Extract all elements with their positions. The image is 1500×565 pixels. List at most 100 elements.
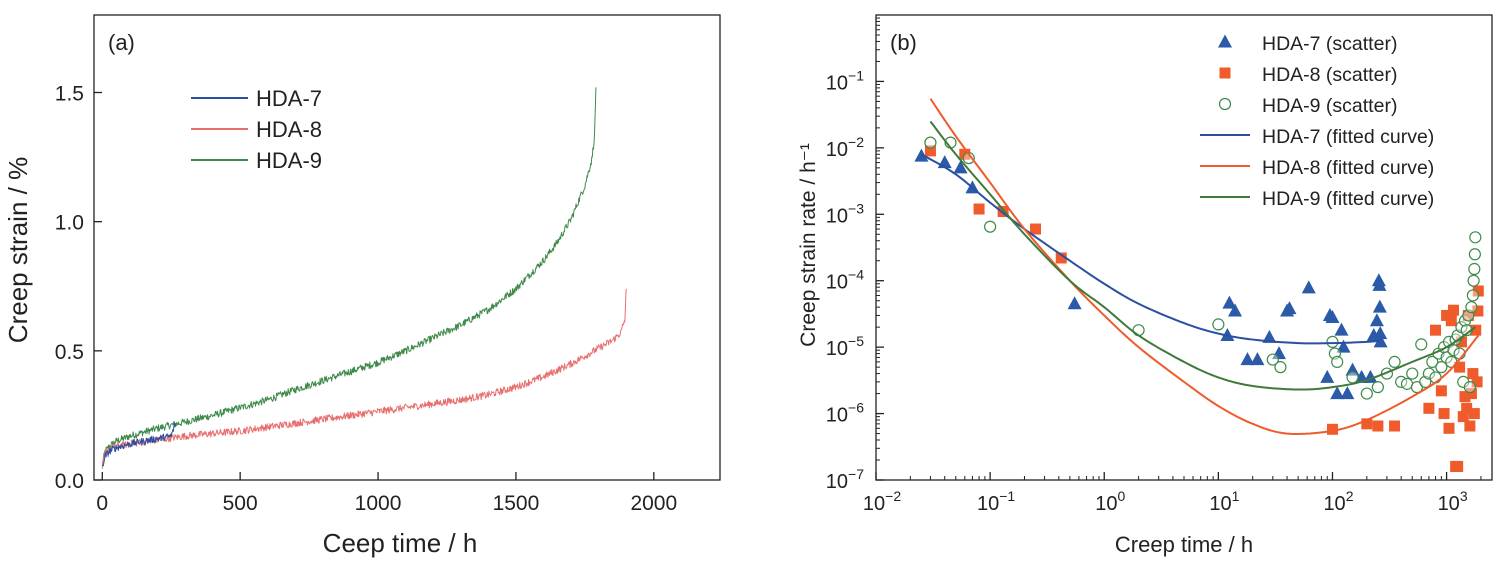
a-xtick-label: 1000	[355, 492, 402, 515]
b-point-hda-9	[1371, 381, 1384, 394]
b-point-hda-8	[1455, 336, 1467, 348]
b-fit-hda-9	[929, 120, 1477, 391]
b-point-hda-9	[1400, 377, 1414, 390]
b-point-hda-8	[1465, 388, 1477, 400]
b-point-hda-8	[1361, 418, 1373, 430]
b-point-hda-8	[1452, 460, 1464, 472]
panel-a-ylabel: Creep strain / %	[3, 157, 33, 343]
b-point-hda-7	[1272, 346, 1287, 360]
b-xtick-label: 102	[1323, 488, 1353, 515]
b-legend-label: HDA-7 (fitted curve)	[1262, 126, 1434, 148]
b-point-hda-9	[1435, 361, 1448, 374]
b-point-hda-9	[1326, 335, 1339, 348]
b-fit-hda-8	[929, 98, 1480, 435]
b-xtick-label: 100	[1095, 488, 1125, 515]
b-point-hda-8	[1459, 391, 1471, 403]
b-point-hda-8	[1389, 420, 1401, 432]
b-legend-label: HDA-9 (scatter)	[1262, 95, 1397, 117]
b-point-hda-8	[1423, 402, 1435, 414]
b-point-hda-9	[1346, 371, 1359, 384]
b-legend-swatch	[1219, 67, 1231, 79]
b-fit-hda-7	[920, 153, 1381, 345]
b-legend-label: HDA-9 (fitted curve)	[1262, 188, 1434, 210]
b-point-hda-8	[1472, 305, 1484, 317]
b-xtick-label: 10−2	[863, 488, 901, 515]
b-point-hda-7	[1262, 329, 1277, 343]
b-point-hda-9	[984, 220, 997, 233]
b-point-hda-9	[1360, 387, 1373, 400]
b-point-hda-8	[1430, 324, 1442, 336]
b-point-hda-7	[1301, 280, 1316, 294]
b-point-hda-9	[1406, 367, 1419, 380]
b-xtick-label: 101	[1209, 488, 1239, 515]
b-point-hda-7	[1240, 352, 1255, 366]
a-series-line-hda-7	[101, 422, 176, 467]
b-point-hda-8	[1445, 315, 1457, 327]
b-xtick-label: 103	[1438, 488, 1468, 515]
panel-a-legend: HDA-7 HDA-8 HDA-9	[191, 86, 322, 173]
panel-a-series	[101, 87, 627, 469]
b-point-hda-8	[1326, 423, 1338, 435]
b-point-hda-9	[1266, 353, 1279, 366]
b-ytick-label: 10−1	[826, 67, 864, 94]
b-point-hda-7	[1372, 277, 1387, 291]
b-point-hda-8	[924, 145, 936, 157]
b-point-hda-7	[1373, 326, 1388, 340]
b-point-hda-8	[973, 203, 985, 215]
b-point-hda-8	[1448, 304, 1460, 316]
b-ytick-label: 10−4	[826, 267, 864, 294]
b-point-hda-9	[1422, 367, 1436, 380]
a-xtick-label: 0	[96, 492, 108, 515]
b-point-hda-8	[1470, 324, 1482, 336]
b-ytick-label: 10−7	[826, 466, 864, 493]
b-legend-label: HDA-7 (scatter)	[1262, 33, 1397, 55]
b-point-hda-8	[1464, 420, 1476, 432]
b-point-hda-8	[1462, 309, 1474, 321]
b-point-hda-9	[1465, 301, 1478, 314]
b-point-hda-7	[1334, 322, 1349, 336]
b-point-hda-7	[1345, 362, 1360, 376]
b-point-hda-9	[1463, 381, 1476, 394]
b-point-hda-9	[1440, 351, 1453, 364]
b-point-hda-8	[1471, 376, 1483, 388]
a-series-line-hda-9	[102, 87, 597, 464]
b-point-hda-9	[1212, 318, 1225, 331]
b-point-hda-7	[953, 160, 968, 174]
panel-b-label: (b)	[890, 30, 917, 55]
b-point-hda-7	[1220, 327, 1235, 341]
b-point-hda-9	[1468, 248, 1481, 261]
panel-b-ticks: 10−2 10−1 100 101 102 103 10−7 10−6 10−5 10−4 10−3…	[826, 17, 1482, 515]
panel-b: 10−2 10−1 100 101 102 103 10−7 10−6 10−5 10−4 10−3…	[797, 14, 1493, 557]
panel-b-series	[914, 98, 1484, 472]
a-series-line-hda-8	[101, 288, 627, 469]
a-ytick-label: 1.0	[55, 212, 84, 235]
b-point-hda-7	[1228, 303, 1243, 317]
b-ytick-label: 10−5	[826, 333, 864, 360]
b-ytick-label: 10−2	[826, 134, 864, 161]
panel-a-xlabel: Ceep time / h	[323, 528, 478, 558]
b-point-hda-9	[1132, 324, 1145, 337]
b-legend-label: HDA-8 (fitted curve)	[1262, 157, 1434, 179]
a-xtick-label: 500	[223, 492, 258, 515]
b-legend-swatch	[1218, 97, 1232, 111]
b-point-hda-8	[1435, 385, 1447, 397]
b-point-hda-7	[1369, 313, 1384, 327]
a-ytick-label: 0.0	[55, 470, 84, 493]
b-point-hda-7	[1325, 309, 1340, 323]
b-point-hda-8	[1461, 402, 1473, 414]
panel-a-ticks: 0 500 1000 1500 2000 0.0 0.5 1.0 1.5	[55, 83, 677, 516]
b-point-hda-9	[1469, 231, 1482, 244]
b-point-hda-7	[1372, 299, 1387, 313]
panel-a-frame	[93, 14, 721, 481]
b-point-hda-8	[1457, 411, 1469, 423]
b-point-hda-9	[924, 136, 937, 149]
legend-a-label-hda8: HDA-8	[256, 117, 322, 142]
b-point-hda-7	[1340, 386, 1355, 400]
legend-a-label-hda7: HDA-7	[256, 86, 322, 111]
b-point-hda-8	[1030, 223, 1042, 235]
b-xtick-label: 10−1	[977, 488, 1015, 515]
b-point-hda-7	[1336, 339, 1351, 353]
b-point-hda-8	[1372, 420, 1384, 432]
a-xtick-label: 1500	[493, 492, 540, 515]
